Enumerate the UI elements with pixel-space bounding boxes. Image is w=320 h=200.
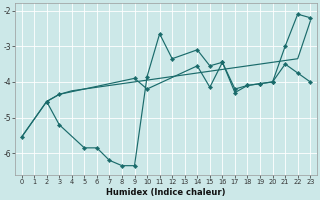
X-axis label: Humidex (Indice chaleur): Humidex (Indice chaleur) [106, 188, 226, 197]
